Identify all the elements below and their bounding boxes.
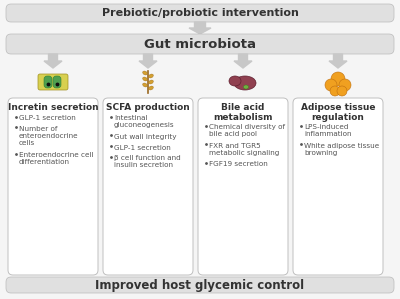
FancyBboxPatch shape [6,4,394,22]
Polygon shape [44,54,62,68]
FancyBboxPatch shape [8,98,98,275]
Ellipse shape [244,85,248,89]
Text: FGF19 secretion: FGF19 secretion [209,161,268,167]
Polygon shape [139,54,157,68]
Text: LPS-induced
inflammation: LPS-induced inflammation [304,124,352,137]
FancyBboxPatch shape [103,98,193,275]
FancyBboxPatch shape [53,76,61,88]
Ellipse shape [234,76,256,90]
Text: FXR and TGR5
metabolic signaling: FXR and TGR5 metabolic signaling [209,143,279,156]
Text: β cell function and
insulin secretion: β cell function and insulin secretion [114,155,181,168]
Polygon shape [189,22,211,34]
Text: GLP-1 secretion: GLP-1 secretion [19,115,76,121]
Polygon shape [234,54,252,68]
Text: Gut wall integrity: Gut wall integrity [114,134,176,140]
FancyBboxPatch shape [293,98,383,275]
Text: Enteroendocrine cell
differentiation: Enteroendocrine cell differentiation [19,152,94,165]
Polygon shape [329,54,347,68]
Ellipse shape [143,83,147,87]
FancyBboxPatch shape [198,98,288,275]
Text: Prebiotic/probiotic intervention: Prebiotic/probiotic intervention [102,8,298,18]
FancyBboxPatch shape [6,277,394,293]
Ellipse shape [149,74,153,78]
Circle shape [330,86,340,96]
Text: Number of
enteroendocrine
cells: Number of enteroendocrine cells [19,126,79,146]
Text: Bile acid
metabolism: Bile acid metabolism [213,103,273,122]
Ellipse shape [143,77,147,81]
Text: Intestinal
gluconeogenesis: Intestinal gluconeogenesis [114,115,175,128]
Text: Chemical diversity of
bile acid pool: Chemical diversity of bile acid pool [209,124,285,137]
FancyBboxPatch shape [38,74,68,90]
Ellipse shape [149,80,153,84]
Ellipse shape [229,76,241,86]
Circle shape [339,79,351,91]
Text: SCFA production: SCFA production [106,103,190,112]
FancyBboxPatch shape [44,76,52,88]
Text: Adipose tissue
regulation: Adipose tissue regulation [301,103,375,122]
Ellipse shape [149,86,153,90]
Text: White adipose tissue
browning: White adipose tissue browning [304,143,379,156]
FancyBboxPatch shape [6,34,394,54]
Text: Improved host glycemic control: Improved host glycemic control [96,278,304,292]
Ellipse shape [143,71,147,75]
Text: Gut microbiota: Gut microbiota [144,37,256,51]
Circle shape [325,79,337,91]
Text: Incretin secretion: Incretin secretion [8,103,98,112]
Text: GLP-1 secretion: GLP-1 secretion [114,144,171,150]
Circle shape [331,72,345,86]
Circle shape [337,86,347,96]
